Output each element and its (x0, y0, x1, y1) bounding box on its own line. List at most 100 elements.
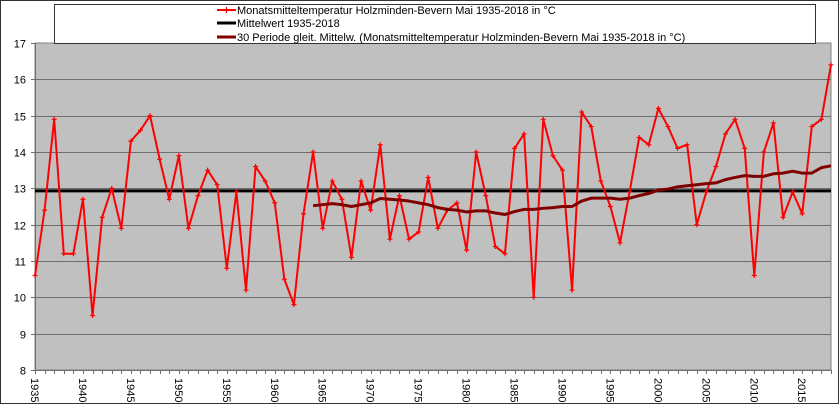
x-tick-label: 1990 (555, 378, 567, 402)
plus-marker-icon (176, 153, 182, 159)
plus-marker-icon (751, 273, 757, 279)
plus-marker-icon (588, 124, 594, 130)
plus-marker-icon (598, 178, 604, 184)
plus-marker-icon (713, 164, 719, 170)
x-tick-label: 1940 (76, 378, 88, 402)
y-axis: 8 9 10 11 12 13 14 15 16 17 (14, 39, 36, 378)
plus-marker-icon (627, 189, 633, 195)
x-tick-label: 2010 (747, 378, 759, 402)
plus-marker-icon (464, 247, 470, 253)
plus-marker-icon (396, 193, 402, 199)
x-tick-label: 1980 (460, 378, 472, 402)
plus-marker-icon (233, 189, 239, 195)
plus-marker-icon (550, 153, 556, 159)
legend-label: Monatsmitteltemperatur Holzminden-Bevern… (237, 5, 556, 17)
plus-marker-icon (761, 149, 767, 155)
plus-marker-icon (137, 127, 143, 133)
plus-marker-icon (310, 149, 316, 155)
y-tick-label: 9 (20, 330, 26, 342)
plus-marker-icon (617, 240, 623, 246)
y-tick-label: 11 (15, 257, 26, 269)
plus-marker-icon (205, 167, 211, 173)
plus-marker-icon (320, 225, 326, 231)
plus-marker-icon (147, 113, 153, 119)
legend-item-temperature: Monatsmitteltemperatur Holzminden-Bevern… (217, 5, 556, 17)
y-tick-label: 13 (14, 184, 26, 196)
plus-marker-icon (809, 124, 815, 130)
plus-marker-icon (636, 134, 642, 140)
plus-marker-icon (118, 225, 124, 231)
plus-marker-icon (607, 204, 613, 209)
plus-marker-icon (348, 254, 354, 260)
plus-marker-icon (569, 287, 575, 293)
plus-marker-icon (483, 193, 489, 199)
plus-marker-icon (780, 214, 786, 220)
x-tick-label: 1975 (412, 378, 424, 402)
plus-marker-icon (521, 131, 527, 137)
plus-marker-icon (214, 182, 220, 188)
legend-box (54, 4, 816, 44)
y-tick-label: 17 (14, 39, 26, 51)
plus-marker-icon (675, 145, 681, 151)
plus-marker-icon (339, 196, 345, 202)
x-tick-label: 1945 (124, 378, 136, 402)
x-tick-label: 1970 (364, 378, 376, 402)
y-tick-label: 12 (14, 221, 26, 233)
moving-average-line (312, 164, 832, 216)
plus-marker-icon (195, 193, 201, 199)
plus-marker-icon (61, 251, 67, 257)
plus-marker-icon (579, 109, 585, 115)
plus-marker-icon (473, 149, 479, 155)
plus-marker-icon (377, 142, 383, 148)
plus-marker-icon (512, 145, 518, 151)
plus-marker-icon (416, 229, 422, 235)
plus-marker-icon (329, 178, 335, 184)
plus-marker-icon (32, 273, 38, 279)
y-tick-label: 14 (14, 148, 26, 160)
plus-marker-icon (301, 211, 307, 217)
plus-marker-icon (665, 124, 671, 130)
plus-marker-icon (51, 116, 57, 122)
plus-marker-icon (224, 265, 230, 271)
x-tick-label: 1995 (603, 378, 615, 402)
plus-marker-icon (732, 116, 738, 122)
plus-marker-icon (828, 62, 834, 68)
plus-marker-icon (90, 313, 96, 318)
plus-marker-icon (358, 178, 364, 184)
plus-marker-icon (166, 196, 172, 202)
plus-marker-icon (492, 243, 498, 249)
x-tick-label: 1960 (268, 378, 280, 402)
plus-marker-icon (646, 142, 652, 148)
plus-marker-icon (128, 138, 134, 144)
legend: Monatsmitteltemperatur Holzminden-Bevern… (54, 4, 816, 44)
legend-item-mean: Mittelwert 1935-2018 (217, 18, 340, 30)
plus-marker-icon (655, 105, 661, 111)
x-tick-label: 2000 (651, 378, 663, 402)
y-tick-label: 16 (14, 75, 26, 87)
plus-marker-icon (387, 236, 393, 242)
legend-item-moving-average: 30 Periode gleit. Mittelw. (Monatsmittel… (217, 32, 685, 44)
plus-marker-icon (157, 156, 163, 162)
plus-marker-icon (703, 189, 709, 195)
moving-average-series (312, 164, 832, 216)
plus-marker-icon (684, 142, 690, 148)
plus-marker-icon (770, 120, 776, 126)
plus-marker-icon (799, 211, 805, 217)
plus-marker-icon (694, 222, 700, 228)
plus-marker-icon (291, 302, 297, 308)
plus-marker-icon (454, 200, 460, 206)
y-tick-label: 8 (20, 366, 26, 378)
x-tick-label: 1935 (28, 378, 40, 402)
plus-marker-icon (559, 167, 565, 173)
plus-marker-icon (99, 214, 105, 220)
plus-marker-icon (262, 178, 268, 184)
x-tick-label: 1955 (220, 378, 232, 402)
plus-marker-icon (70, 251, 76, 257)
legend-label: Mittelwert 1935-2018 (237, 18, 340, 30)
plus-marker-icon (435, 225, 441, 231)
x-axis: 1935 1940 1945 1950 1955 1960 1965 1970 1975 1980… (28, 370, 832, 402)
plus-marker-icon (742, 145, 748, 151)
plus-marker-icon (243, 287, 249, 293)
